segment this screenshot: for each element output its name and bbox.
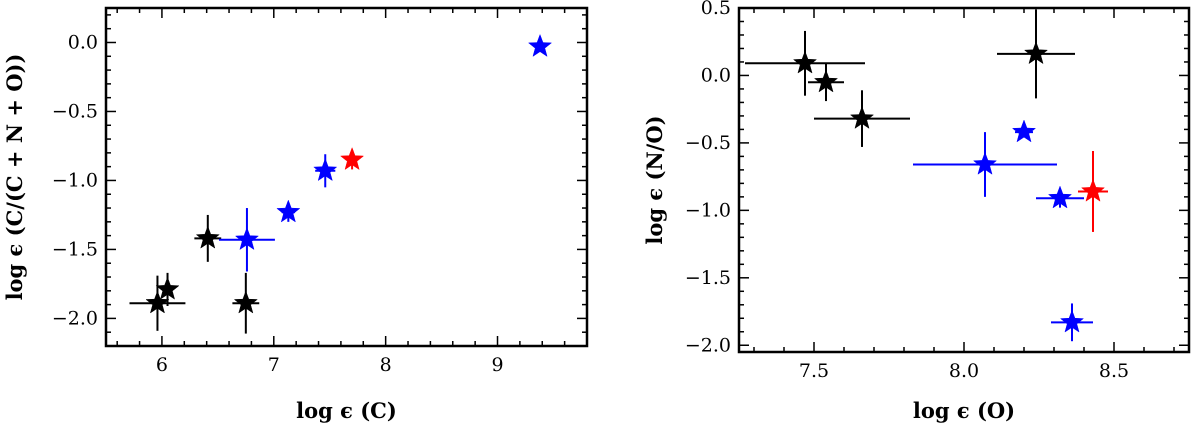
star-point — [1080, 178, 1106, 202]
star-point — [813, 69, 839, 93]
star-point — [1011, 119, 1037, 143]
x-tick-label: 7 — [268, 354, 280, 376]
x-tick-label: 8.0 — [949, 360, 979, 382]
x-tick-label: 9 — [491, 354, 503, 376]
star-point — [527, 33, 553, 57]
y-axis-label: log ϵ (N/O) — [642, 115, 667, 244]
y-tick-label: −1.5 — [685, 267, 731, 289]
y-tick-label: −1.0 — [52, 169, 98, 191]
y-tick-label: 0.5 — [701, 0, 731, 19]
x-tick-label: 7.5 — [799, 360, 829, 382]
plot-frame — [104, 6, 589, 348]
star-point — [233, 290, 258, 314]
star-point — [155, 276, 180, 300]
left-panel: 6 7 8 9 0.0 −0.5 −1.0 −1.5 −2.0 log ϵ (C) log ϵ (C… — [2, 6, 589, 423]
x-axis-label: log ϵ (C) — [296, 398, 397, 423]
star-point — [849, 105, 875, 129]
star-point — [1059, 309, 1085, 333]
star-point — [972, 151, 998, 175]
y-tick-label: −1.5 — [52, 238, 98, 260]
star-point — [340, 147, 365, 171]
x-tick-label: 8.5 — [1099, 360, 1129, 382]
star-point — [792, 50, 818, 74]
y-tick-label: −2.0 — [685, 334, 731, 356]
y-tick-label: 0.0 — [68, 31, 98, 53]
y-tick-label: −0.5 — [52, 100, 98, 122]
star-point — [1023, 41, 1049, 65]
y-tick-label: 0.0 — [701, 64, 731, 86]
star-point — [234, 227, 260, 251]
right-panel: 7.5 8.0 8.5 0.5 0.0 −0.5 −1.0 −1.5 −2.0 log ϵ (O)… — [642, 0, 1191, 423]
y-axis-label: log ϵ (C/(C + N + O)) — [2, 54, 27, 301]
y-tick-label: −2.0 — [52, 307, 98, 329]
x-tick-label: 6 — [156, 354, 168, 376]
star-point — [276, 199, 301, 223]
star-point — [145, 290, 170, 314]
star-point — [1047, 185, 1073, 209]
y-tick-label: −0.5 — [685, 132, 731, 154]
star-point — [195, 225, 220, 249]
x-axis-label: log ϵ (O) — [913, 398, 1015, 423]
y-tick-label: −1.0 — [685, 199, 731, 221]
star-point — [313, 158, 338, 182]
x-tick-label: 8 — [380, 354, 392, 376]
